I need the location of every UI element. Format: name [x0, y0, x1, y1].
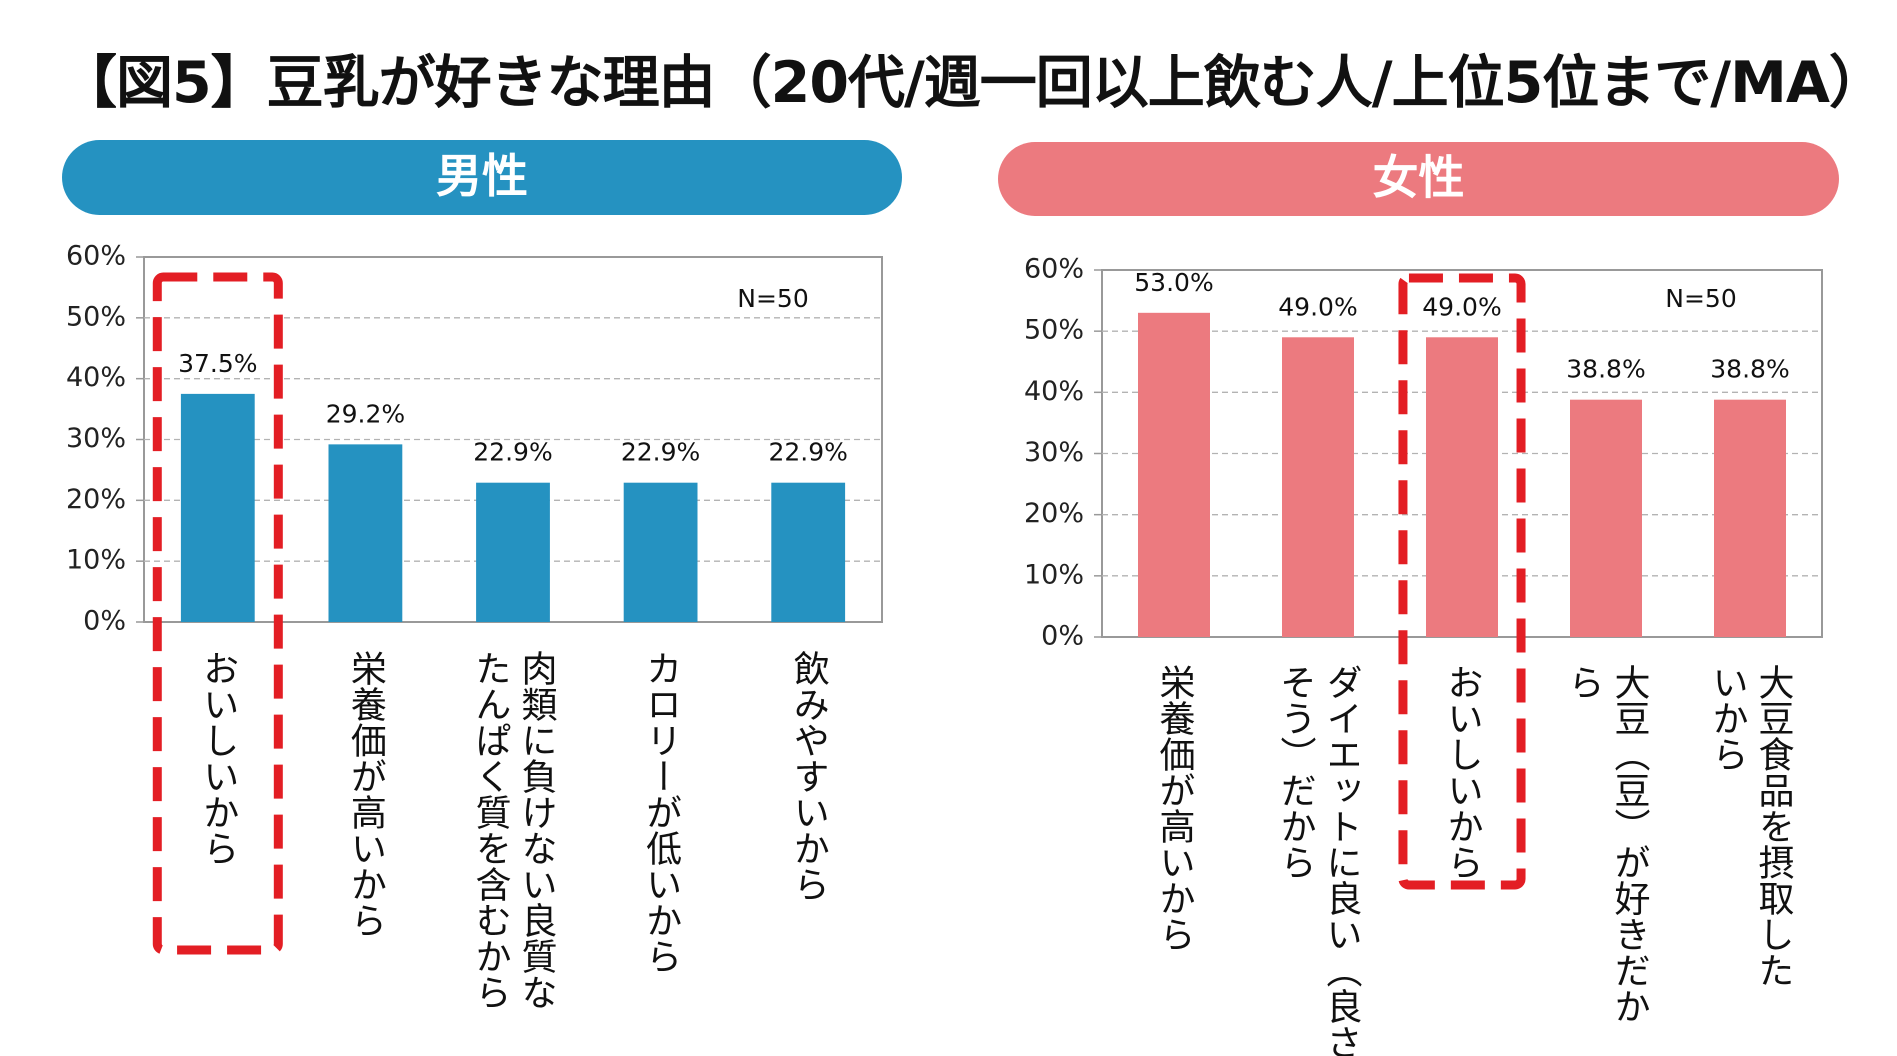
y-tick-label: 40%: [1024, 376, 1084, 407]
y-tick-label: 30%: [66, 423, 126, 454]
y-tick-label: 10%: [66, 545, 126, 576]
bar: [1426, 337, 1498, 637]
category-label: ダイエットに良い（良さ: [1321, 664, 1363, 1056]
category-label: 栄養価が高いから: [345, 650, 387, 938]
bar: [623, 482, 698, 622]
data-label: 37.5%: [178, 349, 257, 378]
y-tick-label: 60%: [66, 241, 126, 272]
data-label: 22.9%: [621, 438, 700, 467]
y-tick-label: 50%: [66, 301, 126, 332]
y-tick-label: 20%: [66, 484, 126, 515]
data-label: 38.8%: [1710, 355, 1789, 384]
sample-size-label: N=50: [737, 284, 808, 313]
bar: [328, 444, 403, 622]
category-label: たんぱく質を含むから: [470, 650, 511, 1010]
y-tick-label: 20%: [1024, 498, 1084, 529]
data-label: 49.0%: [1422, 292, 1501, 321]
panel-header-label: 男性: [436, 149, 528, 203]
data-label: 29.2%: [326, 399, 405, 428]
bar: [1570, 399, 1642, 637]
y-tick-label: 10%: [1024, 559, 1084, 590]
category-label: そう）だから: [1275, 664, 1317, 880]
y-tick-label: 60%: [1024, 254, 1084, 285]
data-label: 49.0%: [1278, 292, 1357, 321]
data-label: 22.9%: [768, 438, 847, 467]
sample-size-label: N=50: [1665, 284, 1736, 313]
panel-header-0: [62, 140, 902, 215]
chart-title: 【図5】豆乳が好きな理由（20代/週一回以上飲む人/上位5位まで/MA）: [60, 50, 1886, 116]
y-tick-label: 0%: [1041, 621, 1084, 652]
category-label: 飲みやすいから: [788, 650, 830, 902]
data-label: 38.8%: [1566, 355, 1645, 384]
highlight-box: [1398, 273, 1526, 890]
panel-header-1: [998, 142, 1839, 216]
category-label: 大豆食品を摂取した: [1753, 664, 1795, 988]
bar: [1138, 312, 1210, 637]
category-label: カロリーが低いから: [640, 650, 682, 974]
category-label: おいしいから: [197, 650, 238, 866]
category-label: 栄養価が高いから: [1154, 664, 1196, 952]
highlight-box: [152, 272, 283, 955]
category-label: いから: [1707, 664, 1748, 772]
y-tick-label: 30%: [1024, 437, 1084, 468]
bar: [1282, 337, 1354, 637]
panel-header-label: 女性: [1373, 151, 1465, 205]
category-label: 大豆（豆）が好きだか: [1609, 664, 1651, 1024]
category-label: 肉類に負けない良質な: [516, 650, 557, 1010]
y-tick-label: 40%: [66, 362, 126, 393]
category-label: おいしいから: [1442, 664, 1483, 880]
bar: [1714, 399, 1786, 637]
y-tick-label: 50%: [1024, 315, 1084, 346]
category-label: ら: [1563, 664, 1604, 700]
bar: [180, 393, 255, 622]
bar: [476, 482, 550, 622]
data-label: 53.0%: [1134, 268, 1213, 297]
y-tick-label: 0%: [83, 606, 126, 637]
data-label: 22.9%: [473, 438, 552, 467]
bar: [771, 482, 846, 622]
